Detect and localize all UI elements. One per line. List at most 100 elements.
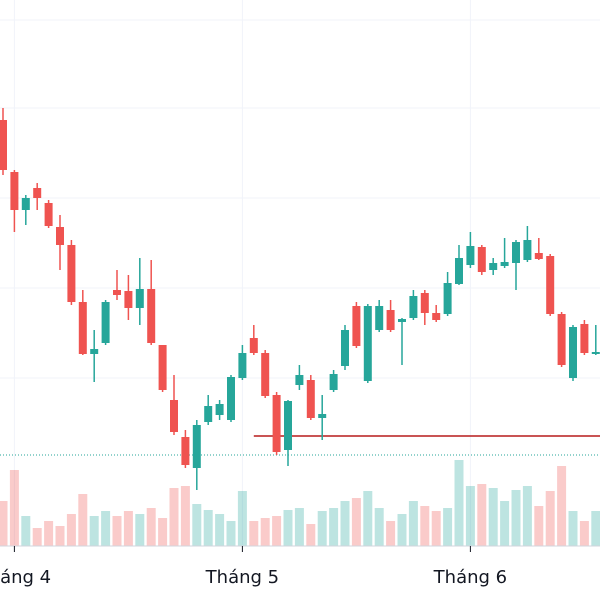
candle-body bbox=[261, 353, 270, 396]
candle-body bbox=[181, 437, 190, 465]
volume-bar bbox=[180, 486, 190, 546]
volume-bar bbox=[283, 510, 293, 546]
volume-bar bbox=[101, 511, 111, 546]
volume-bar bbox=[374, 508, 384, 546]
candle-body bbox=[420, 293, 429, 313]
volume-bar bbox=[306, 524, 316, 546]
volume-bar bbox=[431, 511, 441, 546]
volume-bar bbox=[21, 516, 31, 546]
volume-bar bbox=[340, 501, 350, 546]
volume-bar bbox=[260, 518, 270, 546]
volume-bar bbox=[135, 514, 145, 546]
volume-bar bbox=[363, 491, 373, 546]
volume-bar bbox=[488, 488, 498, 546]
volume-bar bbox=[545, 491, 555, 546]
candle-body bbox=[124, 291, 133, 308]
candle-body bbox=[512, 242, 520, 263]
candle-body bbox=[135, 289, 144, 308]
volume-bar bbox=[465, 486, 475, 546]
volume-bar bbox=[557, 466, 567, 546]
volume-bar bbox=[215, 514, 225, 546]
volume-bar bbox=[9, 470, 19, 546]
volume-bar bbox=[511, 490, 521, 546]
candle-body bbox=[227, 377, 235, 420]
volume-bar bbox=[351, 498, 361, 546]
volume-bar bbox=[420, 506, 430, 546]
candle-body bbox=[215, 404, 224, 415]
candle-body bbox=[375, 306, 384, 330]
candle-body bbox=[113, 290, 121, 295]
candle-body bbox=[238, 353, 247, 378]
candle-body bbox=[398, 319, 406, 322]
candle-body bbox=[204, 406, 213, 422]
volume-bar bbox=[591, 511, 600, 546]
candle-body bbox=[489, 263, 498, 270]
candle-body bbox=[580, 324, 589, 353]
candle-body bbox=[249, 338, 258, 353]
candle-body bbox=[0, 120, 7, 170]
candle-body bbox=[21, 198, 30, 210]
x-tick-label: Tháng 5 bbox=[205, 567, 279, 588]
volume-bar bbox=[123, 511, 133, 546]
candle-body bbox=[10, 172, 19, 210]
volume-bar bbox=[249, 521, 259, 546]
volume-bar bbox=[158, 518, 168, 546]
candle-body bbox=[500, 262, 509, 266]
volume-bar bbox=[397, 514, 407, 546]
candle-body bbox=[33, 188, 42, 198]
candle-body bbox=[363, 306, 372, 381]
candle-body bbox=[534, 253, 543, 259]
volume-bar bbox=[454, 460, 464, 546]
candle-body bbox=[329, 374, 338, 390]
candle-body bbox=[158, 345, 167, 390]
volume-bar bbox=[32, 528, 42, 546]
candle-body bbox=[386, 310, 395, 330]
candle-body bbox=[192, 425, 201, 468]
volume-bar bbox=[329, 508, 339, 546]
candle-body bbox=[557, 314, 566, 365]
volume-bar bbox=[237, 491, 247, 546]
candle-body bbox=[318, 414, 327, 418]
volume-bar bbox=[192, 504, 202, 546]
volume-bar bbox=[146, 508, 156, 546]
x-tick-label: Tháng 4 bbox=[0, 567, 51, 588]
volume-bar bbox=[112, 516, 122, 546]
volume-bar bbox=[226, 521, 236, 546]
candle-body bbox=[44, 203, 53, 226]
candle-body bbox=[546, 256, 555, 314]
candle-body bbox=[591, 352, 600, 354]
axis-bg bbox=[0, 546, 600, 600]
volume-bar bbox=[522, 486, 532, 546]
candle-body bbox=[56, 227, 64, 245]
volume-bar bbox=[534, 506, 544, 546]
volume-bar bbox=[272, 516, 282, 546]
candle-body bbox=[466, 246, 475, 265]
candle-body bbox=[432, 313, 441, 320]
candle-body bbox=[284, 401, 292, 450]
candle-body bbox=[272, 395, 281, 452]
volume-bar bbox=[477, 484, 487, 546]
candle-body bbox=[170, 400, 178, 432]
candle-body bbox=[352, 306, 361, 346]
volume-bar bbox=[408, 501, 418, 546]
volume-bar bbox=[78, 494, 88, 546]
volume-bar bbox=[169, 488, 179, 546]
candle-body bbox=[78, 302, 87, 354]
candle-body bbox=[295, 375, 304, 385]
volume-bar bbox=[294, 508, 304, 546]
volume-bar bbox=[386, 521, 396, 546]
x-tick-label: Tháng 6 bbox=[433, 567, 507, 588]
candle-body bbox=[147, 289, 156, 343]
candle-body bbox=[569, 327, 577, 378]
volume-bar bbox=[317, 511, 327, 546]
candle-body bbox=[101, 302, 110, 343]
volume-bar bbox=[500, 501, 510, 546]
candle-body bbox=[477, 247, 486, 272]
volume-bar bbox=[89, 516, 99, 546]
volume-bar bbox=[443, 508, 453, 546]
candle-body bbox=[67, 245, 76, 302]
candle-body bbox=[306, 380, 315, 418]
candle-body bbox=[523, 240, 532, 260]
candle-body bbox=[409, 296, 418, 318]
